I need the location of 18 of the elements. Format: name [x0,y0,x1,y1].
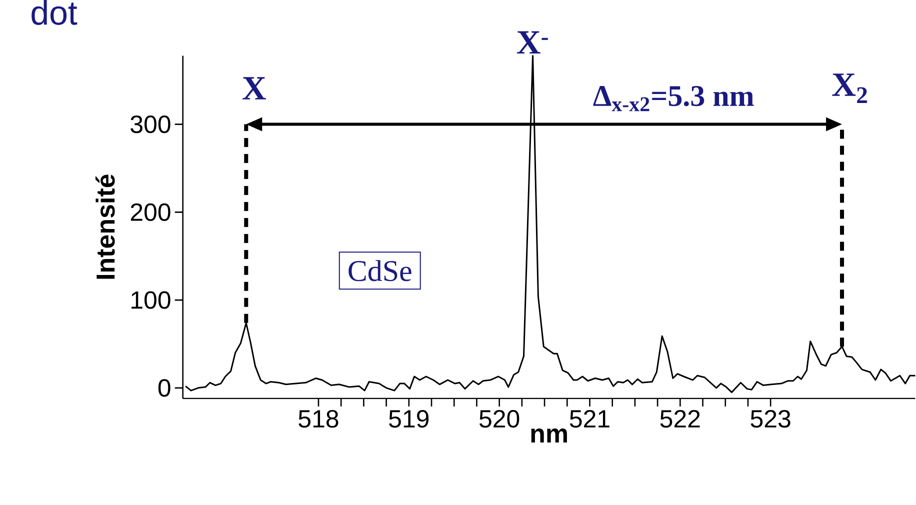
text: dot [32,0,78,25]
y-tick-label: 0 [158,378,170,397]
y-tick-label: 300 [130,115,170,133]
x-tick-label: 520 [479,410,520,428]
x-axis-title: nm [531,428,567,442]
y-axis-title: Intensité [95,174,115,279]
y-tick-label: 100 [132,291,170,309]
annotation: Δ$_{x-x2}$=5.3 nm [593,86,754,111]
x-tick-label: 522 [660,410,700,428]
annotation: X$^{-}$ [516,31,548,54]
y-tick-label: 200 [130,203,170,221]
annotation: CdSe [348,260,412,281]
annotation: X$_{2}$ [832,73,867,103]
x-tick-label: 518 [298,410,338,428]
annotation: X [242,76,266,100]
x-tick-label: 521 [570,410,610,428]
x-tick-label: 523 [750,410,790,428]
x-tick-label: 519 [389,410,429,428]
